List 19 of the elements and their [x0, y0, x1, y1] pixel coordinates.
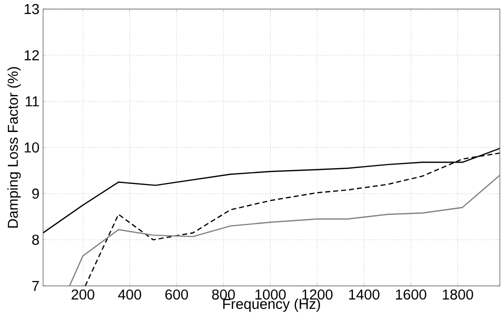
x-tick-label: 1800 [442, 289, 474, 300]
x-tick-label: 600 [165, 289, 188, 300]
y-tick-label: 8 [32, 234, 39, 245]
y-tick-label: 11 [26, 96, 39, 106]
y-tick-label: 12 [24, 50, 39, 60]
x-axis-title: Frequency (Hz) [223, 298, 320, 312]
x-tick-label: 1200 [302, 289, 333, 300]
line-series [68, 174, 500, 286]
y-tick-label: 7 [32, 280, 39, 291]
x-tick-label: 200 [72, 289, 94, 300]
x-tick-label: 1600 [396, 289, 426, 300]
x-tick-label: 1000 [255, 289, 286, 300]
x-tick-label: 1400 [349, 289, 380, 300]
x-tick-label: 800 [212, 289, 235, 300]
y-axis-title: Damping Loss Factor (%) [7, 67, 21, 228]
x-tick-label: 400 [118, 289, 142, 300]
y-tick-label: 13 [24, 4, 39, 14]
y-tick-label: 9 [32, 188, 39, 199]
y-tick-label: 10 [24, 142, 39, 153]
